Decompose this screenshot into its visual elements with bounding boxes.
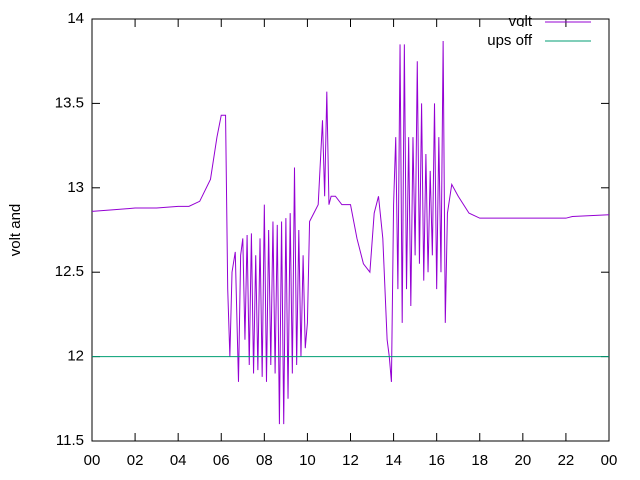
x-tick-label: 18 <box>471 452 488 469</box>
y-tick-label: 12.5 <box>55 263 84 280</box>
x-tick-label: 00 <box>84 452 101 469</box>
y-tick-label: 11.5 <box>56 432 84 449</box>
series-line <box>91 40 610 425</box>
x-tick-label: 12 <box>342 452 359 469</box>
y-tick-label: 12 <box>67 348 84 365</box>
x-tick-label: 20 <box>514 452 531 469</box>
x-tick-label: 00 <box>601 452 618 469</box>
y-tick-label: 13.5 <box>55 94 84 111</box>
x-tick-label: 08 <box>256 452 273 469</box>
plot-border <box>91 18 610 442</box>
legend-label: ups off <box>487 32 533 49</box>
y-tick-label: 13 <box>67 179 84 196</box>
y-tick-label: 14 <box>67 10 84 27</box>
x-tick-label: 14 <box>385 452 402 469</box>
legend-label: volt <box>509 13 533 30</box>
x-tick-label: 16 <box>428 452 445 469</box>
x-tick-label: 06 <box>213 452 230 469</box>
x-tick-label: 22 <box>558 452 575 469</box>
x-tick-label: 10 <box>299 452 316 469</box>
y-axis-label: volt and <box>7 204 24 257</box>
x-tick-label: 04 <box>170 452 187 469</box>
x-tick-label: 02 <box>127 452 144 469</box>
